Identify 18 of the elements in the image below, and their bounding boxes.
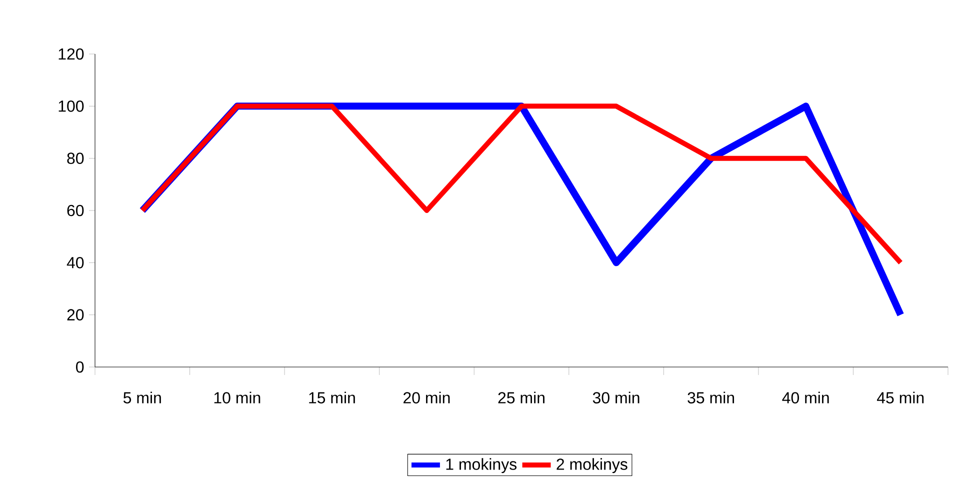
- y-tick-label: 60: [67, 204, 84, 216]
- y-tick-label: 120: [58, 48, 84, 60]
- x-tick-label: 35 min: [688, 392, 734, 404]
- y-tick-label: 80: [67, 152, 84, 164]
- legend-label: 2 mokinys: [556, 458, 628, 474]
- x-tick-label: 40 min: [782, 392, 829, 404]
- x-tick-label: 10 min: [214, 392, 260, 404]
- x-tick-label: 20 min: [404, 392, 450, 404]
- x-tick-label: 5 min: [123, 392, 161, 404]
- y-tick-label: 40: [66, 257, 84, 268]
- x-tick-label: 30 min: [592, 392, 640, 404]
- x-tick-label: 15 min: [309, 392, 355, 404]
- y-tick-label: 0: [76, 361, 84, 373]
- x-tick-label: 25 min: [498, 392, 544, 404]
- y-tick-label: 20: [67, 309, 84, 320]
- x-tick-label: 45 min: [876, 392, 924, 404]
- legend-label: 1 mokinys: [446, 458, 517, 474]
- y-tick-label: 100: [58, 100, 84, 112]
